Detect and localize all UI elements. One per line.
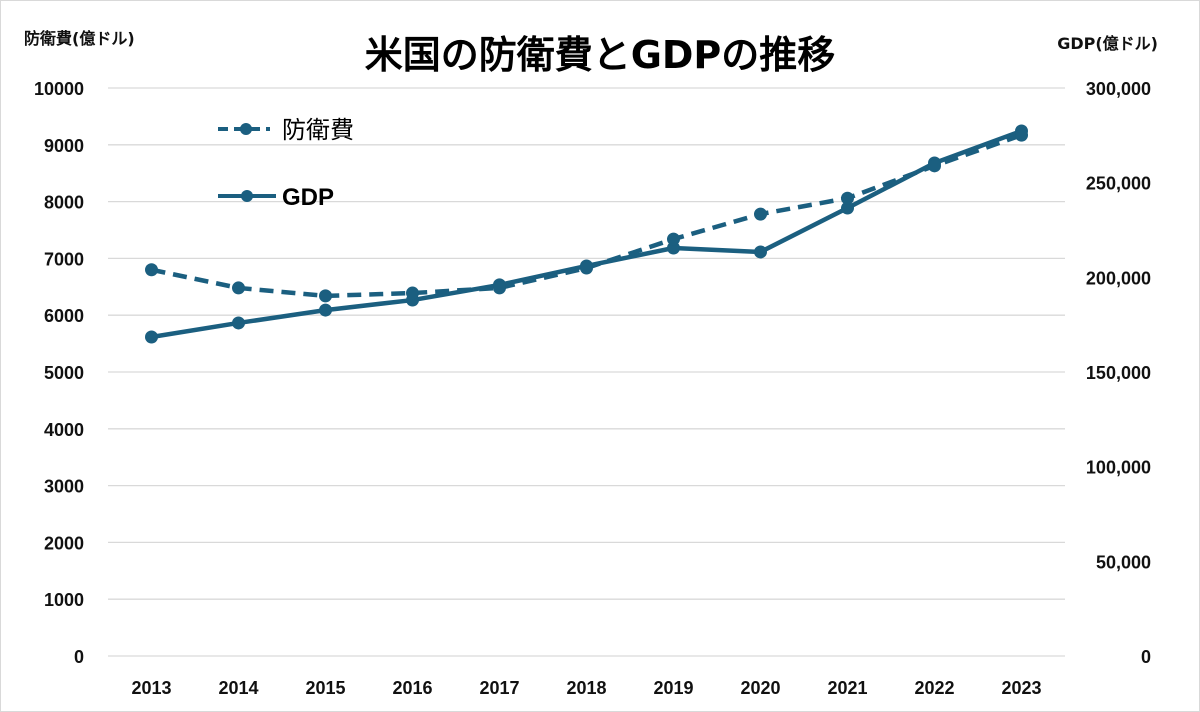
right-axis-ticks: 0 50,000 100,000 150,000 200,000 250,000 300,0… [1086, 79, 1151, 667]
series-line [151, 128, 1023, 340]
left-axis-title: 防衛費(億ドル) [24, 29, 135, 48]
data-point[interactable] [667, 241, 680, 255]
x-tick-label: 2019 [653, 678, 693, 698]
data-point[interactable] [232, 281, 245, 295]
legend-gdp-marker [241, 190, 253, 202]
x-tick-label: 2018 [566, 678, 606, 698]
data-point[interactable] [754, 207, 767, 221]
data-point[interactable] [1015, 128, 1028, 142]
data-point[interactable] [667, 232, 680, 246]
right-tick-label: 50,000 [1096, 552, 1151, 572]
series-gdp [145, 124, 1028, 344]
legend-item-gdp[interactable]: GDP [218, 184, 334, 211]
left-tick-label: 8000 [44, 193, 84, 213]
left-tick-label: 10000 [34, 79, 84, 99]
data-point[interactable] [841, 201, 854, 215]
left-tick-label: 1000 [44, 590, 84, 610]
left-tick-label: 4000 [44, 420, 84, 440]
data-point[interactable] [145, 330, 158, 344]
data-point[interactable] [580, 261, 593, 275]
data-point[interactable] [319, 289, 332, 303]
left-tick-label: 3000 [44, 477, 84, 497]
data-point[interactable] [232, 316, 245, 330]
legend-gdp-label: GDP [282, 184, 334, 211]
x-tick-label: 2015 [305, 678, 345, 698]
series-defense [145, 128, 1028, 303]
right-tick-label: 100,000 [1086, 458, 1151, 478]
data-point[interactable] [928, 159, 941, 173]
left-axis-ticks: 0 1000 2000 3000 4000 5000 6000 7000 8000 9000 100… [34, 79, 84, 667]
left-tick-label: 0 [74, 647, 84, 667]
data-point[interactable] [406, 286, 419, 300]
right-tick-label: 250,000 [1086, 174, 1151, 194]
left-tick-label: 6000 [44, 306, 84, 326]
right-axis-title: GDP(億ドル) [1057, 34, 1158, 53]
x-tick-label: 2022 [914, 678, 954, 698]
right-tick-label: 200,000 [1086, 268, 1151, 288]
x-tick-label: 2017 [479, 678, 519, 698]
right-tick-label: 0 [1141, 647, 1151, 667]
x-tick-label: 2023 [1001, 678, 1041, 698]
series [145, 124, 1028, 344]
left-tick-label: 7000 [44, 249, 84, 269]
x-tick-label: 2014 [218, 678, 258, 698]
legend: 防衛費 GDP [218, 116, 354, 211]
right-tick-label: 300,000 [1086, 79, 1151, 99]
left-tick-label: 9000 [44, 136, 84, 156]
x-tick-label: 2016 [392, 678, 432, 698]
data-point[interactable] [493, 281, 506, 295]
left-tick-label: 5000 [44, 363, 84, 383]
chart-title: 米国の防衛費とGDPの推移 [365, 33, 836, 77]
data-point[interactable] [145, 263, 158, 277]
legend-defense-label: 防衛費 [282, 116, 354, 144]
x-tick-label: 2020 [740, 678, 780, 698]
gridlines [108, 87, 1065, 657]
x-tick-label: 2021 [827, 678, 867, 698]
legend-item-defense[interactable]: 防衛費 [218, 116, 354, 144]
data-point[interactable] [841, 191, 854, 205]
left-tick-label: 2000 [44, 533, 84, 553]
right-tick-label: 150,000 [1086, 363, 1151, 383]
data-point[interactable] [754, 245, 767, 259]
data-point[interactable] [319, 303, 332, 317]
x-tick-label: 2013 [131, 678, 171, 698]
x-axis-ticks: 2013 2014 2015 2016 2017 2018 2019 2020 2021 2022… [131, 678, 1041, 698]
legend-defense-marker [240, 123, 252, 135]
